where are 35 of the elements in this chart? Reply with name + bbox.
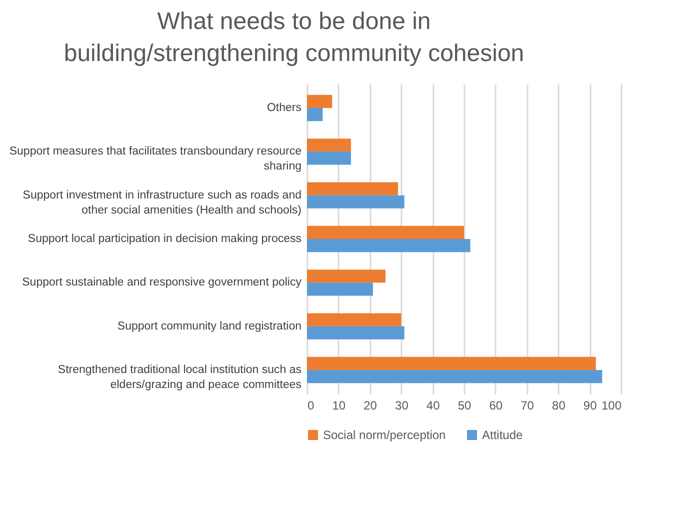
x-tick-label: 70	[520, 398, 534, 412]
x-tick-label: 40	[426, 398, 440, 412]
x-tick-label: 10	[332, 398, 346, 412]
legend-label: Social norm/perception	[323, 428, 446, 442]
bar	[307, 226, 464, 239]
y-tick-label: Others	[266, 102, 302, 114]
bar	[307, 313, 402, 326]
x-tick-label: 100	[601, 398, 622, 412]
y-tick-label: Strengthened traditional local institution such as elders/grazing and peace committees	[58, 364, 302, 391]
y-tick-label: Support investment in infrastructure such as roads and other social amenities (Health and schools)	[22, 189, 302, 216]
bar	[307, 138, 351, 152]
bar	[307, 94, 332, 108]
bar	[307, 239, 470, 252]
bar	[307, 195, 404, 208]
y-tick-label: Support community land registration	[117, 320, 302, 332]
chart-title: What needs to be done in building/strengthening community cohesion	[64, 8, 524, 67]
legend-label: Attitude	[482, 428, 524, 442]
x-tick-label: 0	[308, 398, 314, 412]
bar	[307, 270, 386, 283]
bar	[307, 108, 323, 122]
bar	[307, 370, 602, 384]
x-tick-label: 90	[583, 398, 598, 412]
y-tick-label: Support sustainable and responsive government policy	[22, 276, 302, 289]
x-tick-label: 60	[489, 398, 503, 412]
x-tick-label: 80	[552, 398, 566, 412]
x-tick-label: 20	[364, 398, 378, 412]
bar	[307, 282, 373, 296]
y-tick-label: Support local participation in decision making process	[28, 233, 302, 245]
y-tick-label: Support measures that facilitates transboundary resource sharing	[9, 146, 302, 173]
bar	[307, 152, 351, 165]
bar	[307, 182, 398, 196]
x-tick-label: 50	[458, 398, 472, 412]
x-tick-label: 30	[395, 398, 409, 412]
bar	[307, 356, 596, 370]
bar	[307, 326, 404, 340]
